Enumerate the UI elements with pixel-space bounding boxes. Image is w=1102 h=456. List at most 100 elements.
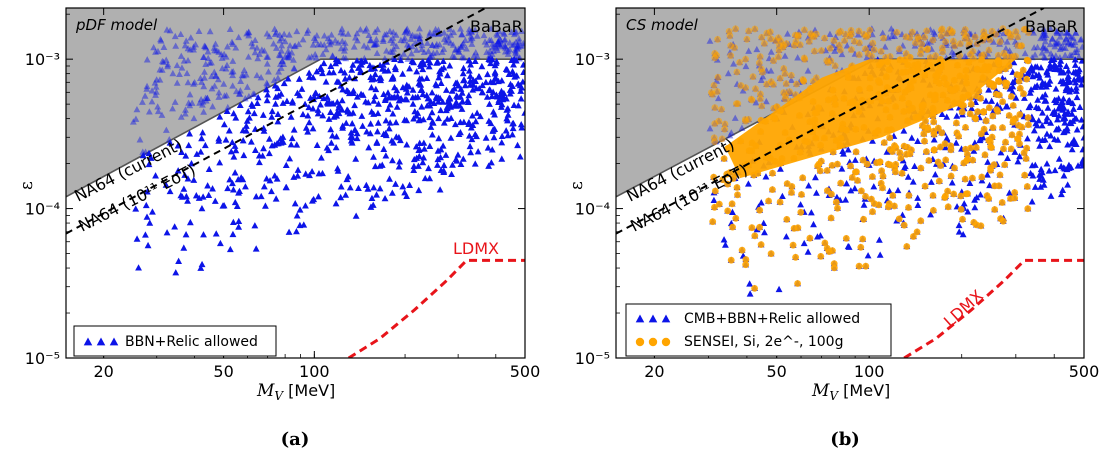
allowed-point [462, 45, 470, 52]
sensei-point [885, 66, 893, 74]
allowed-point [1030, 44, 1038, 51]
sensei-point [904, 144, 911, 151]
allowed-point [373, 138, 381, 145]
sensei-point [961, 26, 969, 33]
allowed-point [209, 103, 217, 110]
allowed-point [911, 162, 919, 170]
allowed-point [759, 73, 767, 80]
allowed-point [260, 144, 267, 152]
allowed-point [437, 79, 445, 86]
sensei-point [892, 103, 899, 110]
allowed-point [283, 53, 291, 61]
allowed-point [1039, 44, 1047, 51]
sensei-point [777, 159, 784, 167]
sensei-point [781, 129, 789, 137]
allowed-point [340, 54, 347, 61]
sensei-point [875, 90, 883, 98]
allowed-point [364, 43, 372, 51]
sensei-point [742, 117, 749, 125]
allowed-point [960, 200, 968, 207]
allowed-point [1054, 136, 1062, 143]
sensei-point [924, 124, 932, 131]
allowed-point [270, 76, 278, 83]
allowed-point [1046, 40, 1054, 48]
allowed-point [927, 211, 935, 218]
allowed-point [280, 30, 288, 37]
allowed-point [1066, 96, 1074, 104]
allowed-point [278, 42, 286, 49]
allowed-point [420, 154, 428, 161]
allowed-point [310, 34, 318, 41]
allowed-point [226, 245, 234, 253]
allowed-point [344, 30, 352, 37]
allowed-point [329, 52, 337, 60]
sensei-point [718, 135, 726, 143]
sensei-point [745, 27, 753, 35]
allowed-point [1037, 183, 1045, 190]
allowed-point [293, 227, 300, 235]
allowed-point [158, 66, 166, 73]
legend-triangle [96, 337, 106, 346]
sensei-point [732, 214, 740, 222]
allowed-point [423, 74, 431, 82]
allowed-point [742, 62, 750, 70]
allowed-point [452, 102, 460, 109]
sensei-point [918, 40, 925, 48]
allowed-point [465, 118, 473, 126]
allowed-point [280, 60, 288, 67]
allowed-point [263, 30, 271, 37]
allowed-point [886, 187, 893, 194]
sensei-point [869, 208, 876, 216]
allowed-point [154, 103, 162, 110]
allowed-point [1070, 105, 1077, 112]
allowed-point [457, 25, 464, 32]
sensei-point [711, 138, 718, 146]
allowed-point [308, 167, 316, 175]
allowed-point [813, 189, 820, 196]
babar-na64-excluded-region [66, 8, 525, 197]
allowed-point [458, 105, 466, 112]
allowed-point [721, 241, 729, 248]
allowed-point [419, 90, 427, 98]
allowed-point [367, 65, 375, 72]
allowed-point [483, 48, 491, 55]
sensei-point [1002, 138, 1009, 146]
allowed-point [242, 183, 249, 190]
allowed-point [1039, 109, 1046, 116]
allowed-point [350, 43, 358, 50]
allowed-point [904, 173, 912, 180]
sensei-point [1005, 112, 1013, 119]
sensei-point [923, 27, 931, 35]
allowed-point [863, 53, 871, 61]
sensei-point [823, 167, 831, 174]
sensei-point [732, 171, 739, 178]
sensei-point [981, 151, 989, 159]
allowed-point [403, 25, 411, 32]
sensei-point [837, 179, 845, 187]
na64-projection-curve [66, 8, 487, 235]
allowed-point [322, 78, 330, 85]
sensei-point [832, 198, 840, 206]
sensei-point [999, 124, 1006, 131]
sensei-point [821, 239, 829, 247]
allowed-point [860, 201, 868, 208]
legend-box [73, 325, 277, 357]
allowed-point [285, 54, 293, 61]
sensei-point [1023, 183, 1031, 190]
legend-triangle [635, 314, 645, 323]
allowed-point [520, 42, 525, 49]
allowed-point [509, 131, 516, 138]
sensei-point [749, 73, 757, 81]
allowed-point [201, 68, 208, 75]
allowed-point [342, 191, 350, 198]
sensei-point [720, 155, 728, 163]
allowed-point [235, 217, 243, 225]
sensei-point [805, 38, 813, 45]
allowed-point [762, 98, 770, 105]
allowed-point [1034, 96, 1042, 103]
allowed-point [320, 94, 328, 102]
allowed-point [253, 44, 261, 51]
allowed-point [432, 25, 440, 33]
sensei-point [971, 33, 979, 41]
allowed-point [1053, 28, 1061, 35]
